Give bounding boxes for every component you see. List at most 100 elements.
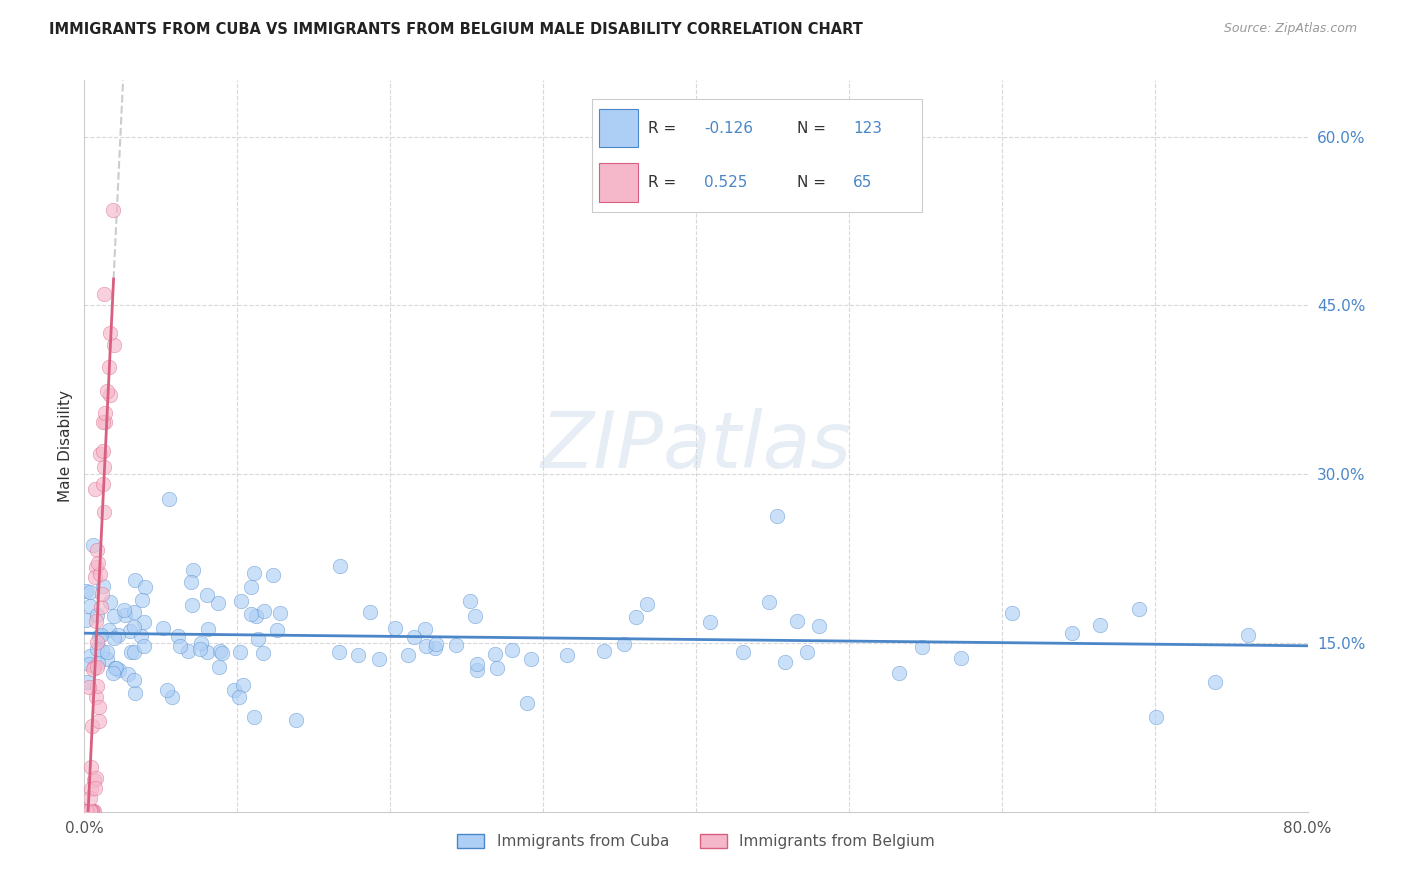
Point [368,651,391,665]
Point [1236,628,1258,642]
Point [80,781,103,796]
Point [122,605,145,619]
Point [464,609,486,624]
Point [105,660,128,674]
Point [108,663,131,677]
Point [77,804,100,818]
Point [181,599,204,613]
Point [84,690,107,704]
Point [86,679,108,693]
Point [124,685,146,699]
Point [269,606,291,620]
Point [425,640,447,655]
Point [950,651,973,665]
Point [83,660,105,674]
Point [242,710,264,724]
Point [253,604,276,618]
Point [82,804,104,818]
Point [224,683,246,698]
Point [122,645,145,659]
Point [103,631,125,645]
Point [79,585,101,599]
Point [766,508,789,523]
Point [94,406,117,420]
Point [94,415,117,429]
Point [117,667,139,681]
Point [887,666,910,681]
Point [75,804,97,818]
Point [79,804,101,818]
Point [90,599,112,614]
Point [118,624,141,639]
Point [112,603,135,617]
Point [636,598,658,612]
Point [195,588,218,602]
Point [103,661,125,675]
Point [91,579,114,593]
Point [75,583,97,598]
Point [1144,710,1167,724]
Point [211,646,233,660]
Y-axis label: Male Disability: Male Disability [58,390,73,502]
Point [209,644,232,658]
Point [239,580,262,594]
Point [329,558,352,573]
Point [460,593,482,607]
Point [207,596,229,610]
Point [162,690,184,704]
Point [90,628,112,642]
Point [76,804,98,818]
Point [79,804,101,818]
Point [190,636,212,650]
Point [80,804,103,818]
Point [75,804,97,818]
Point [84,559,107,574]
Point [516,697,538,711]
Point [75,804,97,818]
Point [120,645,142,659]
Point [796,645,818,659]
Point [402,631,425,645]
Point [425,637,447,651]
Point [84,772,107,786]
Point [444,638,467,652]
Point [758,595,780,609]
Point [266,623,288,637]
Point [252,646,274,660]
Point [229,645,252,659]
Legend: Immigrants from Cuba, Immigrants from Belgium: Immigrants from Cuba, Immigrants from Be… [451,828,941,855]
Point [82,538,104,552]
Point [807,619,830,633]
Point [75,804,97,818]
Point [77,657,100,672]
Point [79,790,101,805]
Point [91,587,114,601]
Point [86,615,108,629]
Point [83,804,105,818]
Text: IMMIGRANTS FROM CUBA VS IMMIGRANTS FROM BELGIUM MALE DISABILITY CORRELATION CHAR: IMMIGRANTS FROM CUBA VS IMMIGRANTS FROM … [49,22,863,37]
Point [75,614,97,628]
Point [79,804,101,818]
Point [181,563,204,577]
Point [786,614,808,628]
Point [396,648,419,663]
Point [75,804,97,818]
Point [177,644,200,658]
Point [246,632,269,647]
Point [169,639,191,653]
Point [167,629,190,643]
Point [89,714,111,728]
Point [132,615,155,629]
Point [83,570,105,584]
Point [87,657,110,671]
Point [197,622,219,636]
Point [485,660,508,674]
Point [520,652,543,666]
Point [86,642,108,657]
Point [501,643,523,657]
Point [76,804,98,818]
Point [415,639,437,653]
Point [96,652,118,666]
Point [87,699,110,714]
Point [80,760,103,774]
